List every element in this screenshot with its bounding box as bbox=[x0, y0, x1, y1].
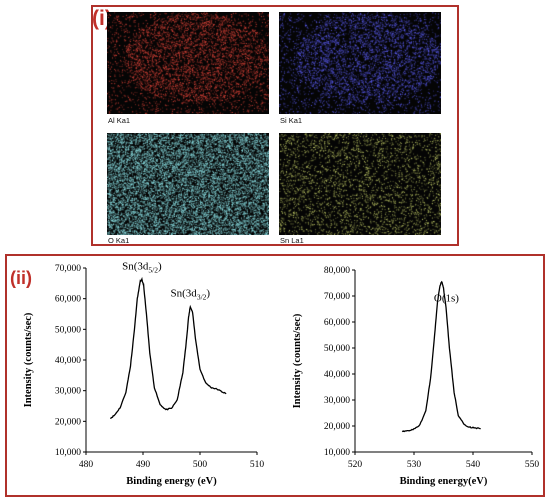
undefined-series-line-0 bbox=[401, 280, 481, 433]
sn-map bbox=[279, 133, 441, 235]
undefined-y-tick-label: 20,000 bbox=[55, 417, 81, 427]
si-map bbox=[279, 12, 441, 114]
undefined-peak-label-1: Sn(3d3/2) bbox=[171, 287, 211, 301]
al-map-label: Al Ka1 bbox=[108, 116, 131, 125]
undefined-x-axis-label: Binding energy(eV) bbox=[400, 476, 488, 487]
undefined-y-axis-label: Intensity (counts/sec) bbox=[23, 312, 34, 407]
xps-charts: 10,000 20,000 30,000 40,000 50,000 60,000 70,0… bbox=[23, 261, 540, 487]
sn-map-label: Sn La1 bbox=[280, 236, 304, 245]
undefined-peak-label-0: O(1s) bbox=[434, 293, 459, 305]
undefined-x-tick-label: 550 bbox=[525, 460, 540, 470]
panel-ii-label: (ii) bbox=[10, 268, 32, 288]
undefined-x-tick-label: 490 bbox=[136, 460, 151, 470]
undefined-x-tick-label: 480 bbox=[79, 460, 94, 470]
undefined-x-tick-label: 510 bbox=[250, 460, 265, 470]
undefined-x-tick-label: 500 bbox=[193, 460, 208, 470]
panel-i-label: (i) bbox=[92, 7, 112, 30]
undefined-y-tick-label: 10,000 bbox=[324, 448, 350, 458]
undefined-y-tick-label: 10,000 bbox=[55, 448, 81, 458]
undefined-y-tick-label: 20,000 bbox=[324, 422, 350, 432]
undefined-y-tick-label: 60,000 bbox=[324, 318, 350, 328]
undefined-y-axis-label: Intensity (counts/sec) bbox=[292, 313, 303, 408]
xps-spectra-panel: (ii) 10,000 20,000 30,000 40,000 50,000 60,00… bbox=[5, 254, 545, 497]
undefined-y-tick-label: 70,000 bbox=[55, 264, 81, 274]
si-map-label: Si Ka1 bbox=[280, 116, 303, 125]
undefined-x-tick-label: 530 bbox=[407, 460, 422, 470]
elemental-map-panel: (i) Al Ka1 Si Ka1 O Ka1 Sn La1 bbox=[91, 5, 459, 246]
undefined-y-tick-label: 40,000 bbox=[324, 370, 350, 380]
o-map-label: O Ka1 bbox=[108, 236, 130, 245]
undefined-x-tick-label: 520 bbox=[348, 460, 363, 470]
undefined-y-tick-label: 30,000 bbox=[324, 396, 350, 406]
undefined-x-tick-label: 540 bbox=[466, 460, 481, 470]
undefined-y-tick-label: 70,000 bbox=[324, 292, 350, 302]
undefined-y-tick-label: 40,000 bbox=[55, 356, 81, 366]
al-map bbox=[107, 12, 269, 114]
undefined-y-tick-label: 60,000 bbox=[55, 295, 81, 305]
o-map bbox=[107, 133, 269, 235]
undefined-x-axis-label: Binding energy (eV) bbox=[126, 476, 217, 487]
undefined-y-tick-label: 30,000 bbox=[55, 387, 81, 397]
undefined-y-tick-label: 80,000 bbox=[324, 266, 350, 276]
undefined-y-tick-label: 50,000 bbox=[324, 344, 350, 354]
undefined-y-tick-label: 50,000 bbox=[55, 325, 81, 335]
undefined-peak-label-0: Sn(3d5/2) bbox=[122, 261, 162, 275]
undefined-series-line-0 bbox=[109, 276, 227, 420]
